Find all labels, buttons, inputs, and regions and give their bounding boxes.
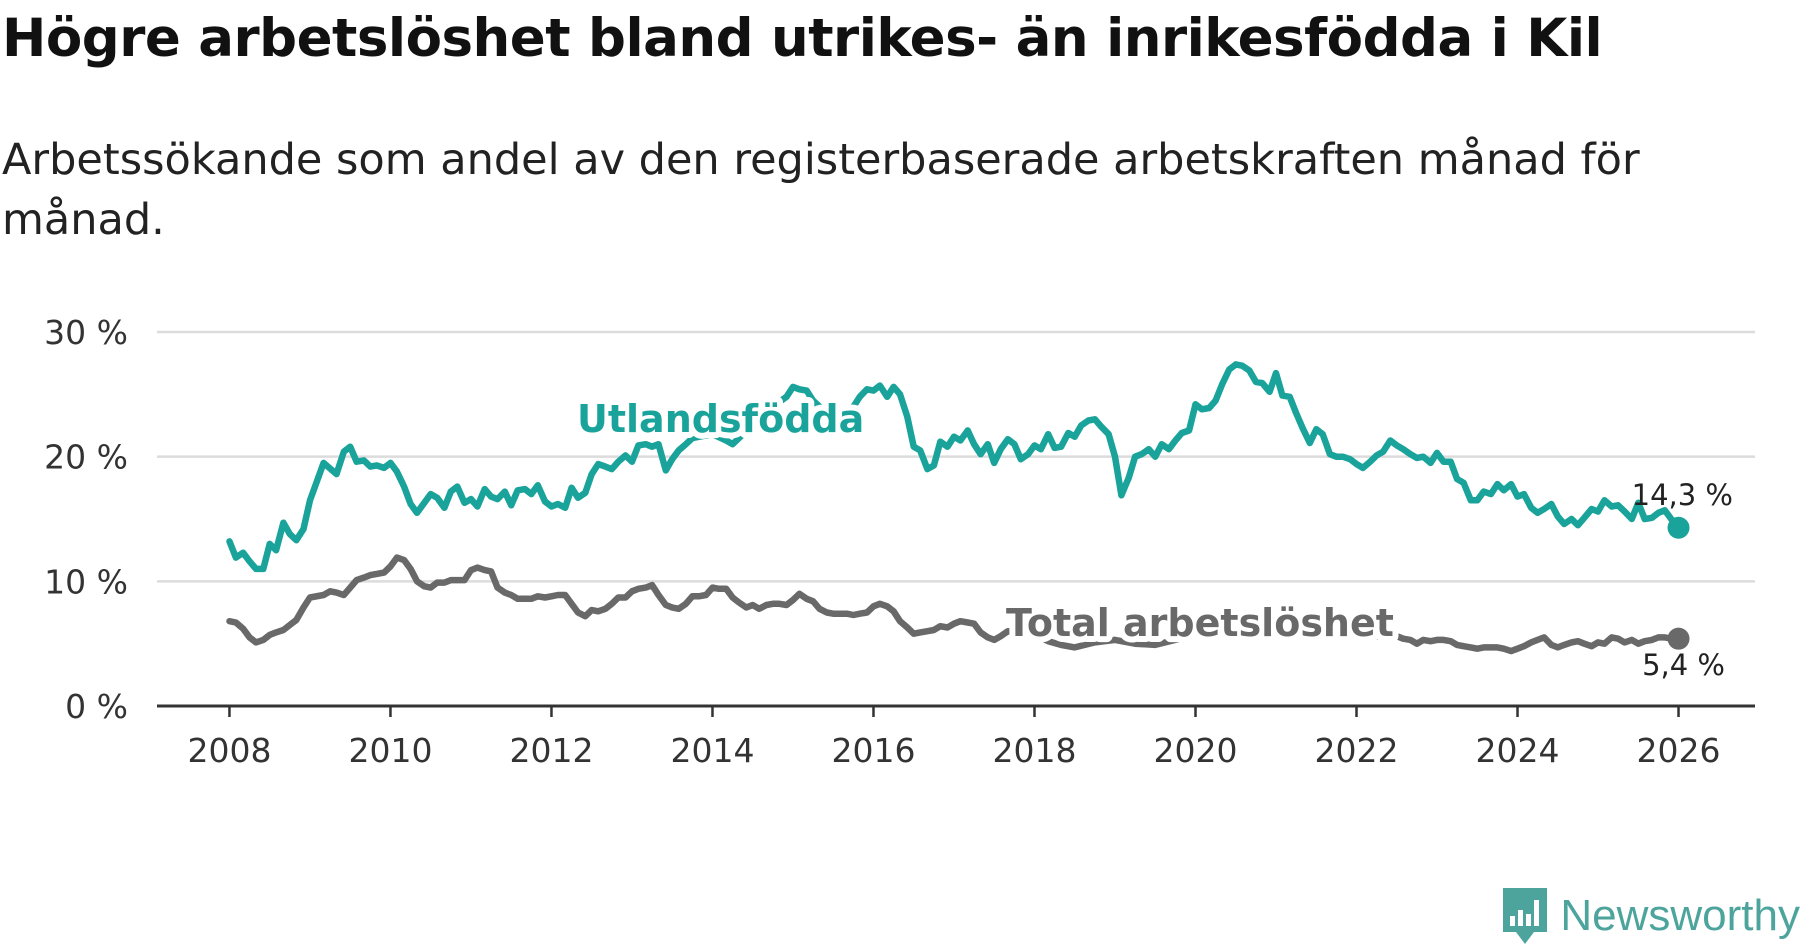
y-axis-ticks: 0 % 10 % 20 % 30 % (44, 313, 128, 726)
logo-bar-4 (1534, 900, 1540, 926)
x-tick-label: 2018 (992, 731, 1076, 770)
logo-bar-1 (1510, 916, 1516, 926)
x-tick-label: 2012 (509, 731, 593, 770)
x-tick-label: 2022 (1315, 731, 1399, 770)
y-tick-label: 0 % (65, 687, 128, 726)
newsworthy-logo-icon (1503, 888, 1548, 944)
total-unemployment-line (226, 554, 1682, 655)
foreign-born-series-label: Utlandsfödda (577, 397, 864, 441)
series-lines (226, 361, 1690, 655)
logo-bar-2 (1518, 910, 1524, 926)
brand-name: Newsworthy (1560, 891, 1800, 940)
line-chart: 0 % 10 % 20 % 30 % 2008 2010 2012 2014 2016 2018… (44, 313, 1755, 770)
x-tick-label: 2008 (187, 731, 271, 770)
x-axis-ticks: 2008 2010 2012 2014 2016 2018 2020 2022 2024 2026 (187, 706, 1721, 770)
x-tick-label: 2016 (831, 731, 915, 770)
foreign-born-end-point (1667, 516, 1690, 539)
x-tick-label: 2026 (1637, 731, 1721, 770)
series-labels: Utlandsfödda Total arbetslöshet 14,3 % 5,4 … (571, 391, 1733, 682)
logo-speech-bubble-shape (1503, 888, 1548, 944)
y-tick-label: 10 % (44, 562, 128, 601)
total-unemployment-end-value-label: 5,4 % (1642, 648, 1725, 682)
grid-lines (157, 330, 1755, 583)
y-tick-label: 20 % (44, 438, 128, 477)
x-tick-label: 2010 (348, 731, 432, 770)
newsworthy-logo: Newsworthy (1500, 885, 1800, 947)
x-tick-label: 2014 (670, 731, 754, 770)
chart-subtitle: Arbetssökande som andel av den registerb… (2, 135, 1640, 245)
foreign-born-end-value-label: 14,3 % (1632, 478, 1733, 512)
total-unemployment-series-label: Total arbetslöshet (1006, 601, 1394, 645)
total-unemployment-end-point (1667, 627, 1690, 650)
foreign-born-line (226, 361, 1682, 573)
logo-bar-3 (1526, 914, 1532, 926)
x-tick-label: 2024 (1476, 731, 1560, 770)
x-tick-label: 2020 (1154, 731, 1238, 770)
y-tick-label: 30 % (44, 313, 128, 352)
chart-title: Högre arbetslöshet bland utrikes- än inr… (2, 8, 1603, 69)
